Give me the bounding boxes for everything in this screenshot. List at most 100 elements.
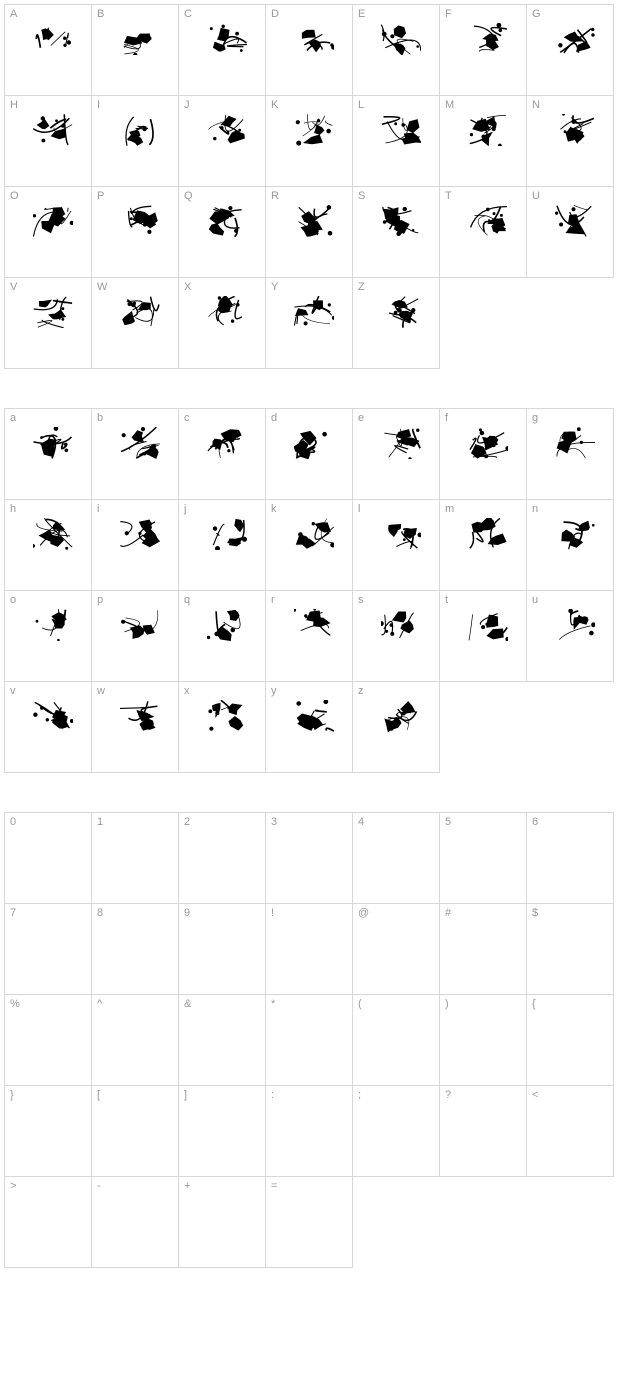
glyph-cell: h: [4, 499, 92, 591]
cell-label: k: [271, 503, 277, 515]
cell-label: h: [10, 503, 16, 515]
glyph-cell: *: [265, 994, 353, 1086]
glyph-cell: s: [352, 590, 440, 682]
cell-label: 8: [97, 907, 103, 919]
cell-label: N: [532, 99, 540, 111]
glyph-cell: A: [4, 4, 92, 96]
glyph-cell: 6: [526, 812, 614, 904]
glyph-cell: O: [4, 186, 92, 278]
cell-label: c: [184, 412, 190, 424]
cell-label: ): [445, 998, 449, 1010]
section-uppercase: ABCDEFGHIJKLMNOPQRSTUVWXYZ: [4, 4, 636, 368]
glyph-illustration: [292, 203, 336, 239]
cell-label: X: [184, 281, 191, 293]
cell-label: y: [271, 685, 277, 697]
glyph-cell: :: [265, 1085, 353, 1177]
cell-label: M: [445, 99, 454, 111]
cell-label: Y: [271, 281, 278, 293]
glyph-cell: v: [4, 681, 92, 773]
glyph-illustration: [31, 112, 75, 148]
cell-label: !: [271, 907, 274, 919]
cell-label: 7: [10, 907, 16, 919]
glyph-cell: x: [178, 681, 266, 773]
glyph-illustration: [379, 425, 423, 461]
glyph-cell: F: [439, 4, 527, 96]
glyph-cell: T: [439, 186, 527, 278]
glyph-cell: z: [352, 681, 440, 773]
glyph-cell: 8: [91, 903, 179, 995]
glyph-illustration: [466, 203, 510, 239]
glyph-illustration: [292, 698, 336, 734]
glyph-cell: B: [91, 4, 179, 96]
glyph-cell: o: [4, 590, 92, 682]
glyph-cell: P: [91, 186, 179, 278]
cell-label: e: [358, 412, 364, 424]
glyph-cell: 7: [4, 903, 92, 995]
cell-label: J: [184, 99, 190, 111]
glyph-cell: >: [4, 1176, 92, 1268]
glyph-cell: @: [352, 903, 440, 995]
cell-label: g: [532, 412, 538, 424]
cell-label: ?: [445, 1089, 451, 1101]
glyph-cell: %: [4, 994, 92, 1086]
glyph-cell: K: [265, 95, 353, 187]
glyph-illustration: [292, 516, 336, 552]
cell-label: ;: [358, 1089, 361, 1101]
cell-label: b: [97, 412, 103, 424]
glyph-cell: 9: [178, 903, 266, 995]
glyph-cell: ;: [352, 1085, 440, 1177]
cell-label: I: [97, 99, 100, 111]
glyph-cell: g: [526, 408, 614, 500]
glyph-illustration: [205, 698, 249, 734]
glyph-cell: l: [352, 499, 440, 591]
glyph-cell: H: [4, 95, 92, 187]
glyph-illustration: [292, 294, 336, 330]
glyph-cell: E: [352, 4, 440, 96]
glyph-illustration: [31, 294, 75, 330]
glyph-cell: I: [91, 95, 179, 187]
cell-label: $: [532, 907, 538, 919]
glyph-cell: 2: [178, 812, 266, 904]
cell-label: o: [10, 594, 16, 606]
glyph-cell: !: [265, 903, 353, 995]
glyph-cell: [: [91, 1085, 179, 1177]
cell-label: 4: [358, 816, 364, 828]
cell-label: t: [445, 594, 448, 606]
glyph-cell: S: [352, 186, 440, 278]
glyph-illustration: [205, 21, 249, 57]
cell-label: C: [184, 8, 192, 20]
glyph-illustration: [379, 112, 423, 148]
glyph-illustration: [379, 294, 423, 330]
glyph-cell: Q: [178, 186, 266, 278]
glyph-cell: $: [526, 903, 614, 995]
cell-label: q: [184, 594, 190, 606]
glyph-illustration: [31, 516, 75, 552]
glyph-illustration: [118, 294, 162, 330]
cell-label: 0: [10, 816, 16, 828]
glyph-illustration: [379, 698, 423, 734]
glyph-illustration: [466, 516, 510, 552]
cell-label: 9: [184, 907, 190, 919]
glyph-illustration: [466, 425, 510, 461]
cell-label: d: [271, 412, 277, 424]
glyph-illustration: [31, 607, 75, 643]
cell-label: &: [184, 998, 191, 1010]
glyph-cell: a: [4, 408, 92, 500]
cell-label: x: [184, 685, 190, 697]
cell-label: v: [10, 685, 16, 697]
cell-label: <: [532, 1089, 538, 1101]
cell-label: 2: [184, 816, 190, 828]
glyph-illustration: [205, 425, 249, 461]
glyph-cell: Y: [265, 277, 353, 369]
glyph-illustration: [553, 203, 597, 239]
glyph-illustration: [553, 112, 597, 148]
glyph-cell: m: [439, 499, 527, 591]
glyph-cell: 5: [439, 812, 527, 904]
cell-label: +: [184, 1180, 190, 1192]
cell-label: D: [271, 8, 279, 20]
section-lowercase: abcdefghijklmnopqrstuvwxyz: [4, 408, 636, 772]
glyph-cell: }: [4, 1085, 92, 1177]
glyph-cell: w: [91, 681, 179, 773]
glyph-cell: u: [526, 590, 614, 682]
glyph-illustration: [379, 203, 423, 239]
